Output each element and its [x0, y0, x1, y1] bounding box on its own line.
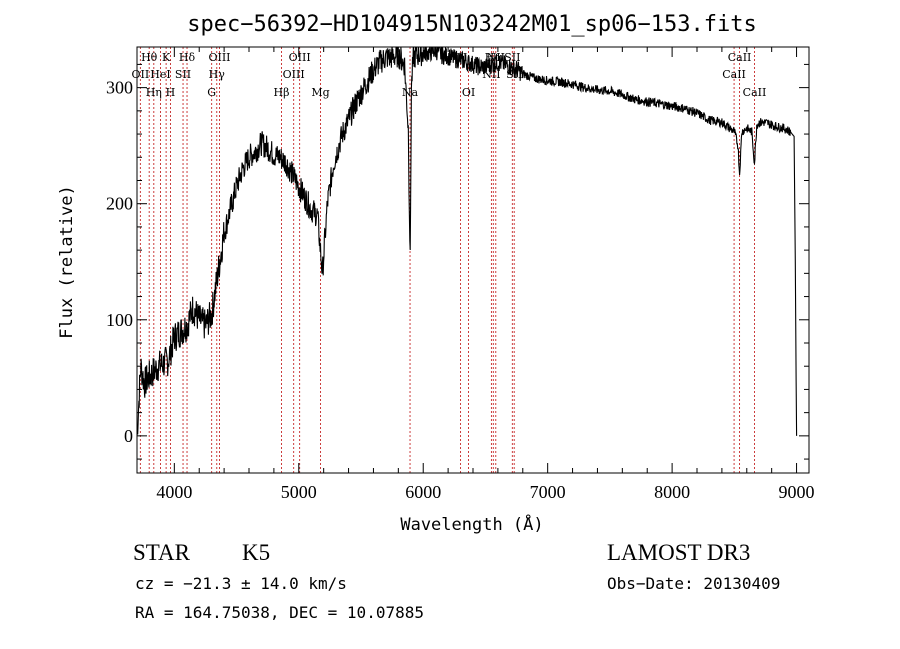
line-label: H — [166, 86, 176, 99]
x-tick-label: 4000 — [156, 482, 192, 502]
y-axis-label: Flux (relative) — [57, 185, 77, 339]
line-label: SII — [175, 68, 191, 81]
object-type: STAR — [133, 540, 190, 565]
line-label: CaII — [722, 68, 746, 81]
line-label: CaII — [743, 86, 767, 99]
coordinates: RA = 164.75038, DEC = 10.07885 — [135, 603, 424, 622]
line-label: OI — [454, 51, 467, 64]
x-tick-label: 8000 — [654, 482, 690, 502]
y-tick-label: 0 — [124, 426, 133, 446]
spectrum-line — [137, 47, 798, 437]
axes: 4000 5000 6000 7000 8000 9000 0 100 200 300 — [106, 47, 815, 502]
line-label: OI — [462, 86, 475, 99]
line-label: HeI — [150, 68, 170, 81]
x-tick-label: 5000 — [281, 482, 317, 502]
line-label: K — [162, 51, 171, 64]
line-label: CaII — [728, 51, 752, 64]
y-tick-label: 300 — [106, 78, 133, 98]
line-label: NII — [487, 51, 505, 64]
line-label: NII — [482, 68, 500, 81]
x-axis-label: Wavelength (Å) — [400, 513, 543, 535]
line-label: SII — [504, 51, 520, 64]
y-tick-label: 200 — [106, 194, 133, 214]
line-label: Hβ — [274, 86, 290, 99]
chart-title: spec−56392−HD104915N103242M01_sp06−153.f… — [187, 12, 757, 37]
spectrum-series — [137, 47, 798, 437]
redshift-velocity: cz = −21.3 ± 14.0 km/s — [135, 574, 347, 593]
line-label: Hη — [146, 86, 162, 99]
plot-frame — [136, 46, 810, 474]
line-label: OIII — [208, 51, 230, 64]
x-tick-label: 7000 — [530, 482, 566, 502]
line-label: SII — [506, 68, 522, 81]
line-label: Hδ — [179, 51, 196, 64]
line-label: Hγ — [209, 68, 226, 81]
line-label: Mg — [311, 86, 329, 99]
emission-line-markers — [139, 47, 755, 473]
x-tick-label: 9000 — [779, 482, 815, 502]
observation-date: Obs−Date: 20130409 — [607, 574, 781, 593]
line-label: Hθ — [141, 51, 158, 64]
y-tick-label: 100 — [106, 310, 133, 330]
x-tick-label: 6000 — [405, 482, 441, 502]
line-label: OIII — [283, 68, 305, 81]
survey-name: LAMOST DR3 — [607, 540, 751, 565]
line-label: OIII — [289, 51, 311, 64]
spectral-subclass: K5 — [242, 540, 271, 565]
line-label: Hα — [485, 51, 503, 64]
line-label: G — [207, 86, 216, 99]
line-label: Na — [402, 86, 419, 99]
line-label: OII — [132, 68, 150, 81]
